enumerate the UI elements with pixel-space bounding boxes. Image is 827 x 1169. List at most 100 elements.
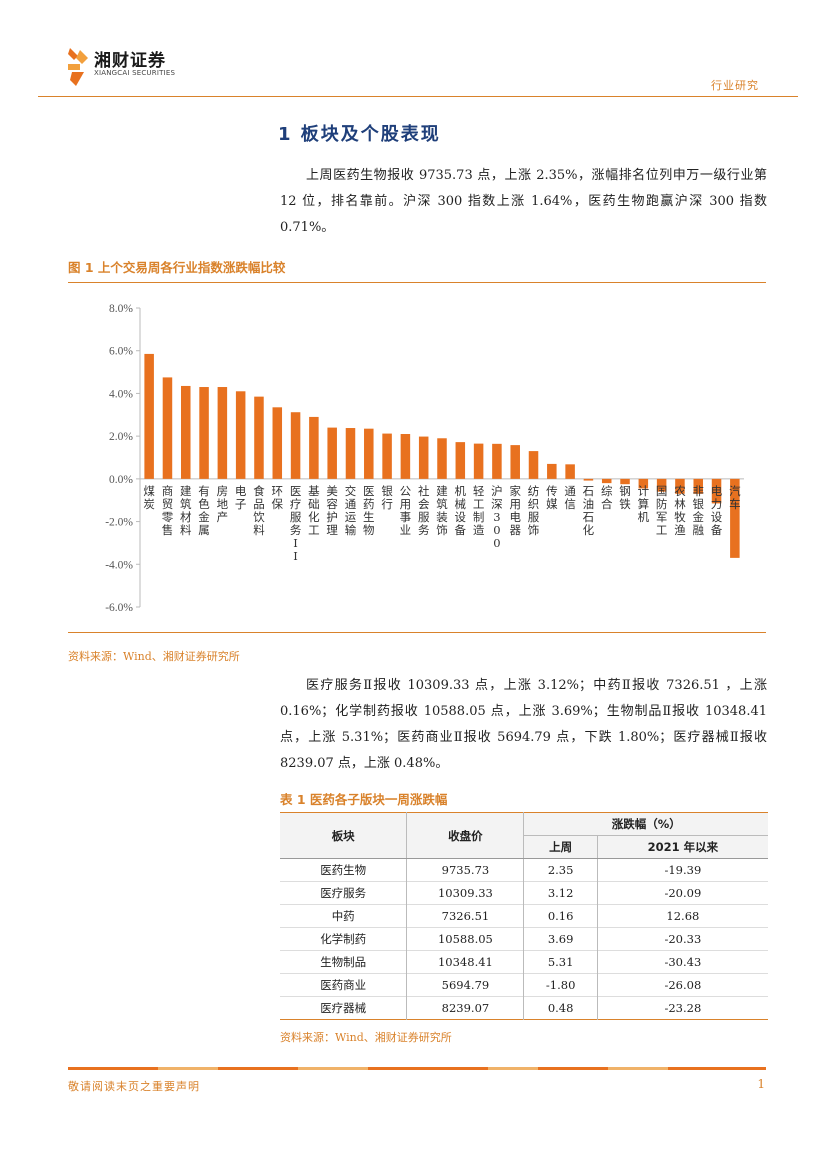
category-label: 商贸零售 bbox=[162, 484, 174, 537]
bar bbox=[400, 434, 411, 479]
bar bbox=[162, 377, 173, 479]
y-tick-label: 2.0% bbox=[109, 431, 133, 443]
category-label: 环保 bbox=[272, 484, 284, 511]
report-category: 行业研究 bbox=[711, 79, 759, 92]
table-row: 医药商业 5694.79 -1.80 -26.08 bbox=[280, 973, 768, 997]
category-label: 综合 bbox=[601, 484, 613, 511]
bar bbox=[144, 353, 154, 479]
category-label: 医疗服务 I I bbox=[290, 484, 302, 563]
company-logo-icon bbox=[68, 48, 88, 86]
bar bbox=[345, 428, 356, 479]
header-sector: 板块 bbox=[280, 812, 407, 859]
category-label: 食品饮料 bbox=[253, 484, 265, 537]
cell-close: 7326.51 bbox=[406, 904, 524, 928]
cell-sector: 医药生物 bbox=[320, 863, 367, 877]
bar bbox=[235, 391, 246, 479]
y-tick-label: 4.0% bbox=[109, 388, 133, 400]
header-divider bbox=[38, 96, 798, 97]
cell-sector: 生物制品 bbox=[320, 955, 367, 969]
category-label: 电力设备 bbox=[711, 484, 723, 537]
cell-ytd: -20.33 bbox=[596, 927, 768, 951]
category-label: 计算机 bbox=[638, 484, 650, 524]
bar bbox=[565, 464, 575, 479]
table-row: 化学制药 10588.05 3.69 -20.33 bbox=[280, 927, 768, 951]
bar bbox=[199, 387, 209, 479]
category-label: 国防军工 bbox=[656, 484, 668, 537]
category-label: 建筑装饰 bbox=[436, 484, 448, 537]
page-number: 1 bbox=[757, 1077, 765, 1091]
category-label: 农林牧渔 bbox=[674, 484, 686, 537]
bar bbox=[492, 443, 502, 479]
category-label: 电子 bbox=[235, 484, 247, 511]
category-label: 家用电器 bbox=[509, 484, 521, 537]
cell-close: 8239.07 bbox=[406, 996, 524, 1020]
bar bbox=[510, 445, 520, 479]
table-source: 资料来源：Wind、湘财证券研究所 bbox=[280, 1031, 452, 1044]
cell-ytd: -19.39 bbox=[596, 858, 768, 882]
cell-last-week: 0.16 bbox=[523, 904, 598, 928]
cell-sector: 化学制药 bbox=[320, 932, 367, 946]
category-label: 纺织服饰 bbox=[528, 484, 540, 537]
bar bbox=[290, 412, 301, 479]
category-label: 基础化工 bbox=[308, 484, 320, 537]
category-label: 汽车 bbox=[729, 484, 741, 511]
bar bbox=[638, 478, 649, 489]
footer-disclaimer: 敬请阅读末页之重要声明 bbox=[68, 1080, 200, 1093]
category-label: 机械设备 bbox=[455, 484, 467, 537]
category-label: 社会服务 bbox=[418, 484, 430, 537]
industry-change-bar-chart: -6.0% -4.0% -2.0% 0.0% 2.0% 4.0% 6.0% 8.0% 煤炭商贸零… bbox=[105, 303, 744, 614]
cell-close: 10348.41 bbox=[406, 950, 524, 974]
figure-title: 图 1 上个交易周各行业指数涨跌幅比较 bbox=[68, 260, 286, 275]
y-tick-label: -2.0% bbox=[105, 517, 133, 529]
bar bbox=[180, 385, 191, 479]
header-ytd: 2021 年以来 bbox=[596, 835, 768, 859]
y-tick-label: -6.0% bbox=[105, 602, 133, 614]
bar bbox=[418, 436, 429, 479]
category-label: 美容护理 bbox=[326, 484, 338, 537]
cell-ytd: 12.68 bbox=[596, 904, 768, 928]
header-last-week: 上周 bbox=[523, 835, 598, 859]
bar bbox=[455, 442, 466, 479]
table-row: 医药生物 9735.73 2.35 -19.39 bbox=[280, 858, 768, 882]
footer-decorative-bar bbox=[68, 1067, 766, 1070]
figure-top-rule bbox=[68, 282, 766, 283]
bar bbox=[309, 416, 319, 479]
bar bbox=[547, 463, 557, 479]
cell-ytd: -30.43 bbox=[596, 950, 768, 974]
header-change: 涨跌幅（%） bbox=[523, 812, 768, 836]
bar bbox=[364, 428, 374, 479]
table-row: 医疗服务 10309.33 3.12 -20.09 bbox=[280, 881, 768, 905]
cell-last-week: 3.69 bbox=[523, 927, 598, 951]
category-label: 通信 bbox=[564, 484, 576, 511]
cell-last-week: 0.48 bbox=[523, 996, 598, 1020]
cell-sector: 医药商业 bbox=[320, 978, 367, 992]
paragraph-summary: 上周医药生物报收 9735.73 点，上涨 2.35%，涨幅排名位列申万一级行业… bbox=[280, 168, 767, 235]
category-label: 交通运输 bbox=[345, 484, 357, 537]
header-close: 收盘价 bbox=[406, 812, 524, 859]
figure-bottom-rule bbox=[68, 632, 766, 633]
cell-sector: 中药 bbox=[331, 909, 355, 923]
cell-last-week: 2.35 bbox=[523, 858, 598, 882]
subsector-table: 板块 收盘价 涨跌幅（%） 上周 2021 年以来 医药生物 9735.73 2.3… bbox=[280, 812, 768, 1020]
figure-source: 资料来源：Wind、湘财证券研究所 bbox=[68, 650, 240, 663]
table-row: 中药 7326.51 0.16 12.68 bbox=[280, 904, 768, 928]
bar bbox=[711, 478, 722, 504]
cell-ytd: -20.09 bbox=[596, 881, 768, 905]
table-row: 医疗器械 8239.07 0.48 -23.28 bbox=[280, 996, 768, 1020]
logo-text-cn: 湘财证券 bbox=[94, 51, 166, 71]
bar bbox=[473, 443, 484, 479]
bar bbox=[583, 478, 594, 481]
cell-close: 10588.05 bbox=[406, 927, 524, 951]
bar bbox=[620, 478, 630, 485]
cell-sector: 医疗服务 bbox=[320, 886, 367, 900]
cell-ytd: -26.08 bbox=[596, 973, 768, 997]
bar bbox=[656, 478, 667, 492]
bar bbox=[437, 438, 447, 479]
section-title: 1 板块及个股表现 bbox=[278, 124, 441, 145]
category-label: 石油石化 bbox=[583, 484, 595, 537]
cell-close: 5694.79 bbox=[406, 973, 524, 997]
bar bbox=[382, 433, 392, 479]
logo-text-en: XIANGCAI SECURITIES bbox=[94, 69, 176, 77]
y-tick-label: 6.0% bbox=[109, 346, 133, 358]
category-label: 轻工制造 bbox=[473, 484, 485, 537]
